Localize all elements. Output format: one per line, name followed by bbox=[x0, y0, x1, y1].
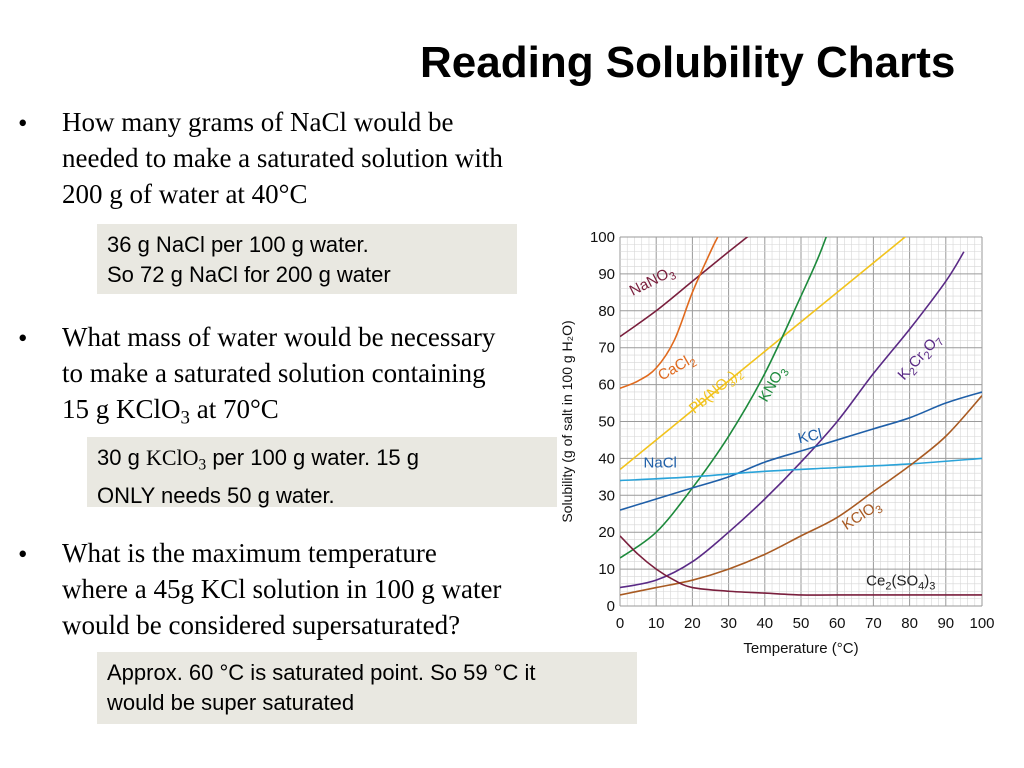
x-tick-label: 0 bbox=[616, 615, 624, 632]
label-text: Ce bbox=[866, 573, 885, 590]
series-label: Ce2(SO4)3 bbox=[866, 573, 935, 593]
y-axis-label: Solubility (g of salt in 100 g H₂O) bbox=[559, 320, 575, 522]
x-tick-label: 80 bbox=[901, 615, 918, 632]
y-tick-label: 30 bbox=[598, 487, 615, 504]
question-1-line: How many grams of NaCl would be bbox=[62, 107, 454, 137]
answer-3-line: would be super saturated bbox=[107, 690, 355, 715]
bullet-1: • bbox=[18, 108, 28, 138]
x-tick-label: 60 bbox=[829, 615, 846, 632]
label-subscript: 3 bbox=[874, 503, 886, 516]
label-text: NaCl bbox=[644, 455, 677, 472]
question-3-line: where a 45g KCl solution in 100 g water bbox=[62, 574, 502, 604]
label-text: KCl bbox=[796, 426, 823, 448]
answer-2-formula: KClO bbox=[145, 445, 199, 470]
y-tick-label: 10 bbox=[598, 561, 615, 578]
label-subscript: 4 bbox=[918, 581, 924, 593]
question-1-line: needed to make a saturated solution with bbox=[62, 143, 503, 173]
answer-2-text: 30 g bbox=[97, 445, 146, 470]
series-line-nano3 bbox=[620, 237, 749, 338]
series-line-pb-no3-2 bbox=[620, 237, 907, 471]
answer-1-line: 36 g NaCl per 100 g water. bbox=[107, 232, 369, 257]
x-tick-label: 100 bbox=[969, 615, 994, 632]
x-tick-label: 30 bbox=[720, 615, 737, 632]
series-line-nacl bbox=[620, 457, 982, 482]
answer-box-3: Approx. 60 °C is saturated point. So 59 … bbox=[97, 652, 637, 724]
series-line-cacl2 bbox=[620, 237, 719, 390]
slide-title: Reading Solubility Charts bbox=[420, 38, 956, 87]
x-tick-label: 50 bbox=[793, 615, 810, 632]
series-line-kno3 bbox=[620, 237, 828, 559]
series-label: NaCl bbox=[644, 455, 677, 472]
series-line-kcl bbox=[620, 391, 982, 511]
x-tick-label: 20 bbox=[684, 615, 701, 632]
solubility-chart: 0 10 20 30 40 50 60 70 80 90 100 0 10 20 30 40 50 60 70 80 9… bbox=[559, 229, 995, 657]
question-2-line: 15 g KClO3 at 70°C bbox=[62, 391, 495, 437]
y-tick-label: 40 bbox=[598, 450, 615, 467]
answer-2-tail: per 100 g water. 15 g bbox=[206, 445, 420, 470]
x-tick-label: 10 bbox=[648, 615, 665, 632]
question-3: What is the maximum temperature where a … bbox=[62, 535, 501, 643]
y-tick-label: 80 bbox=[598, 303, 615, 320]
question-2-line: to make a saturated solution containing bbox=[62, 358, 486, 388]
x-axis-label: Temperature (°C) bbox=[743, 640, 858, 657]
answer-box-2: 30 g KClO3 per 100 g water. 15 g ONLY ne… bbox=[87, 437, 557, 508]
label-subscript: 2 bbox=[885, 581, 891, 593]
chart-series bbox=[620, 237, 982, 596]
label-subscript: 3 bbox=[668, 270, 679, 283]
answer-box-1: 36 g NaCl per 100 g water. So 72 g NaCl … bbox=[97, 224, 517, 294]
series-line-kclo3 bbox=[620, 395, 982, 596]
question-3-line: What is the maximum temperature bbox=[62, 538, 437, 568]
bullet-3: • bbox=[18, 539, 28, 569]
y-tick-label: 0 bbox=[607, 598, 615, 615]
series-line-ce2-so4-3 bbox=[620, 535, 982, 596]
label-text: (SO bbox=[891, 573, 918, 590]
y-tick-label: 20 bbox=[598, 524, 615, 541]
question-2: What mass of water would be necessary to… bbox=[62, 319, 495, 437]
chart-axes: 0 10 20 30 40 50 60 70 80 90 100 0 10 20 30 40 50 60 70 80 9… bbox=[559, 229, 995, 657]
answer-2-line: ONLY needs 50 g water. bbox=[97, 482, 335, 508]
series-line-k2cr2o7 bbox=[620, 251, 965, 589]
question-2-line3-subscript: 3 bbox=[180, 407, 190, 429]
y-tick-label: 70 bbox=[598, 340, 615, 357]
label-subscript: 2 bbox=[688, 357, 699, 370]
label-subscript: 3 bbox=[779, 367, 792, 378]
question-1-line: 200 g of water at 40°C bbox=[62, 179, 308, 209]
y-tick-label: 50 bbox=[598, 414, 615, 431]
y-tick-label: 60 bbox=[598, 377, 615, 394]
question-1: How many grams of NaCl would be needed t… bbox=[62, 104, 503, 212]
question-2-line3-tail: at 70°C bbox=[189, 394, 279, 424]
label-text: ) bbox=[924, 573, 929, 590]
series-label: KCl bbox=[796, 426, 823, 448]
x-tick-label: 40 bbox=[756, 615, 773, 632]
question-2-line3-text: 15 g KClO bbox=[62, 394, 181, 424]
answer-2-subscript: 3 bbox=[198, 456, 207, 474]
x-tick-label: 70 bbox=[865, 615, 882, 632]
question-2-line: What mass of water would be necessary bbox=[62, 322, 496, 352]
label-subscript: 3 bbox=[929, 581, 935, 593]
answer-2-line: 30 g KClO3 per 100 g water. 15 g bbox=[97, 443, 547, 481]
x-tick-label: 90 bbox=[937, 615, 954, 632]
y-tick-label: 90 bbox=[598, 266, 615, 283]
question-3-line: would be considered supersaturated? bbox=[62, 610, 461, 640]
chart-grid bbox=[619, 236, 983, 607]
answer-3-line: Approx. 60 °C is saturated point. So 59 … bbox=[107, 660, 536, 685]
y-tick-label: 100 bbox=[590, 229, 615, 246]
bullet-2: • bbox=[18, 323, 28, 353]
answer-1-line: So 72 g NaCl for 200 g water bbox=[107, 262, 391, 287]
